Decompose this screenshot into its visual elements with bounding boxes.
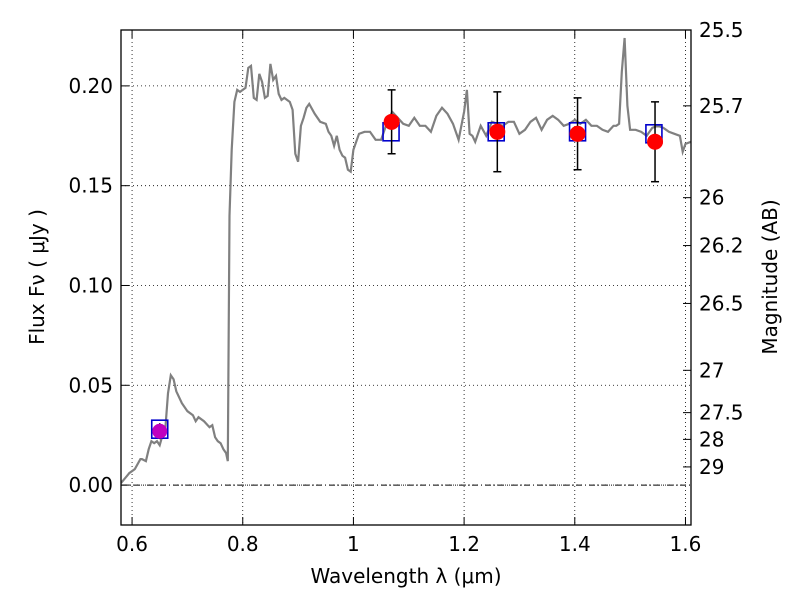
x-tick-label: 0.6 <box>116 532 148 556</box>
y2-tick-label: 26 <box>699 186 724 210</box>
y-tick-label: 0.10 <box>68 273 113 297</box>
y2-tick-label: 26.2 <box>699 234 744 258</box>
y2-tick-label: 29 <box>699 455 724 479</box>
x-axis-ticks: 0.6 0.8 1 1.2 1.4 1.6 <box>116 30 701 556</box>
red-point-markers <box>383 89 664 183</box>
y2-tick-label: 26.5 <box>699 291 744 315</box>
y-axis-label: Flux Fν ( μJy ) <box>25 209 49 345</box>
red-data-point <box>569 125 586 142</box>
y2-tick-label: 27.5 <box>699 401 744 425</box>
x-tick-label: 0.8 <box>227 532 259 556</box>
x-tick-label: 1.2 <box>448 532 480 556</box>
x-tick-label: 1.4 <box>559 532 591 556</box>
y2-axis-ticks: 25.5 25.7 26 26.2 26.5 27 27.528 29 <box>683 18 744 479</box>
grid-lines <box>121 30 691 525</box>
y-tick-label: 0.15 <box>68 174 113 198</box>
y2-tick-label: 25.5 <box>699 18 744 42</box>
red-data-point <box>647 133 664 150</box>
y2-tick-label: 27 <box>699 358 724 382</box>
plot-frame <box>120 29 692 526</box>
magenta-data-point <box>152 423 168 439</box>
magenta-point-markers <box>152 423 168 440</box>
y2-tick-label: 25.7 <box>699 94 744 118</box>
model-spectrum-line <box>121 37 691 484</box>
red-data-point <box>383 113 400 130</box>
y-tick-label: 0.20 <box>68 74 113 98</box>
x-tick-label: 1 <box>347 532 360 556</box>
red-data-point <box>489 123 506 140</box>
y2-tick-label: 28 <box>699 427 724 451</box>
y-tick-label: 0.05 <box>68 373 113 397</box>
y2-axis-label: Magnitude (AB) <box>758 199 782 354</box>
y-tick-label: 0.00 <box>68 473 113 497</box>
x-tick-label: 1.6 <box>670 532 702 556</box>
x-axis-label: Wavelength λ (μm) <box>310 564 501 588</box>
y-axis-ticks: 0.00 0.05 0.10 0.15 0.20 <box>68 74 129 497</box>
